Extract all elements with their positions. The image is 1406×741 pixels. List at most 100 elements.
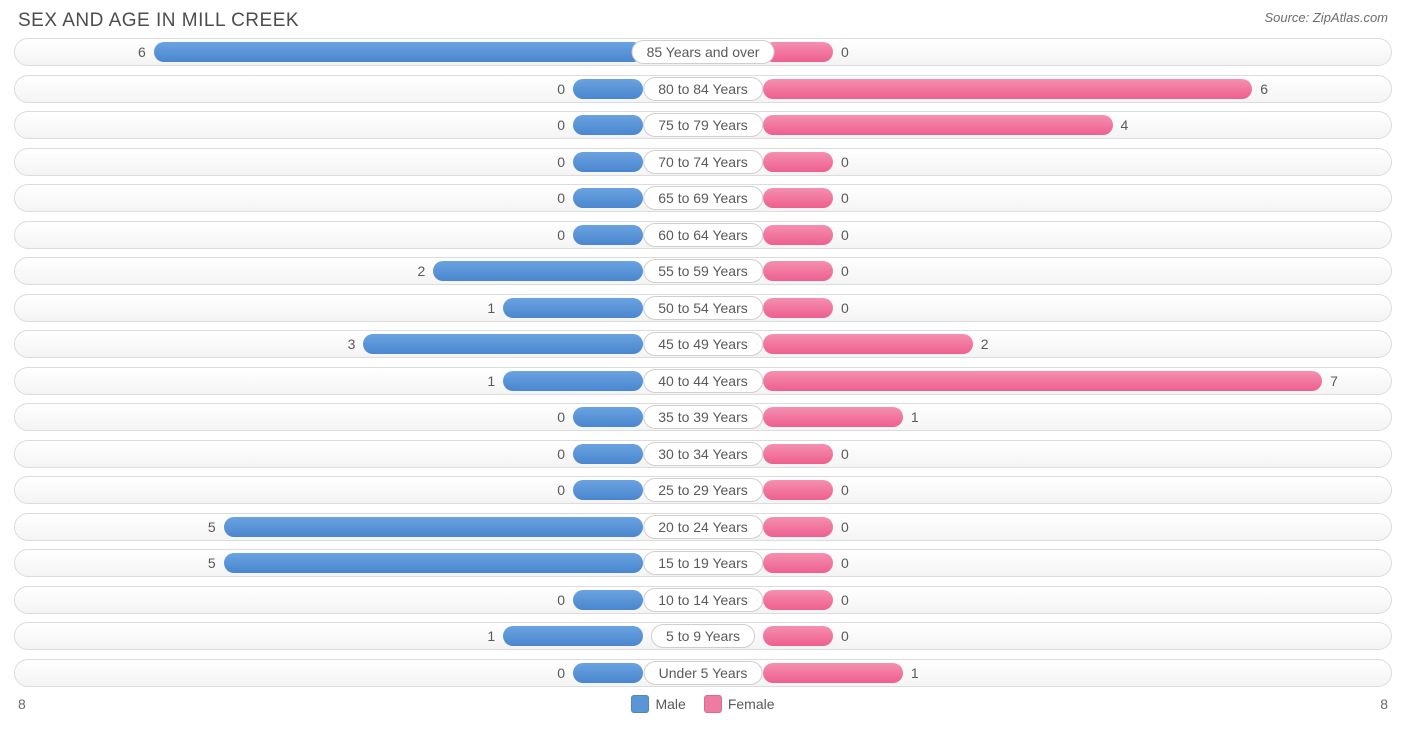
female-bar xyxy=(763,444,833,464)
female-value: 0 xyxy=(841,44,849,60)
axis-max-left: 8 xyxy=(18,696,26,712)
age-bucket-label: 50 to 54 Years xyxy=(643,296,763,320)
male-value: 5 xyxy=(208,519,216,535)
pyramid-row: 5 0 15 to 19 Years xyxy=(14,549,1392,577)
male-bar xyxy=(573,480,643,500)
male-bar xyxy=(573,188,643,208)
age-bucket-label: 35 to 39 Years xyxy=(643,405,763,429)
pyramid-row: 0025 to 29 Years xyxy=(14,476,1392,504)
pyramid-row: 0680 to 84 Years xyxy=(14,75,1392,103)
male-bar xyxy=(573,407,643,427)
pyramid-row: 0010 to 14 Years xyxy=(14,586,1392,614)
male-value: 1 xyxy=(487,300,495,316)
male-bar xyxy=(224,553,643,573)
female-bar xyxy=(763,590,833,610)
pyramid-row: 01Under 5 Years xyxy=(14,659,1392,687)
female-bar xyxy=(763,298,833,318)
male-bar xyxy=(503,626,643,646)
female-bar xyxy=(763,517,833,537)
male-value: 0 xyxy=(557,482,565,498)
male-value: 0 xyxy=(557,81,565,97)
female-value: 4 xyxy=(1121,117,1129,133)
chart-header: SEX AND AGE IN MILL CREEK Source: ZipAtl… xyxy=(14,10,1392,32)
female-value: 0 xyxy=(841,592,849,608)
female-value: 1 xyxy=(911,409,919,425)
chart-footer: 8 Male Female 8 xyxy=(14,695,1392,713)
chart-source: Source: ZipAtlas.com xyxy=(1264,10,1392,25)
female-value: 0 xyxy=(841,227,849,243)
male-value: 5 xyxy=(208,555,216,571)
male-bar xyxy=(503,371,643,391)
male-bar xyxy=(363,334,643,354)
male-bar xyxy=(573,152,643,172)
age-bucket-label: 55 to 59 Years xyxy=(643,259,763,283)
female-bar xyxy=(763,553,833,573)
female-bar xyxy=(763,188,833,208)
age-bucket-label: 65 to 69 Years xyxy=(643,186,763,210)
male-value: 0 xyxy=(557,227,565,243)
age-bucket-label: 40 to 44 Years xyxy=(643,369,763,393)
male-value: 3 xyxy=(348,336,356,352)
pyramid-row: 0135 to 39 Years xyxy=(14,403,1392,431)
female-value: 1 xyxy=(911,665,919,681)
female-bar xyxy=(763,225,833,245)
male-bar xyxy=(224,517,643,537)
female-bar xyxy=(763,371,1322,391)
male-value: 6 xyxy=(138,44,146,60)
male-value: 0 xyxy=(557,446,565,462)
age-bucket-label: 60 to 64 Years xyxy=(643,223,763,247)
male-value: 0 xyxy=(557,665,565,681)
male-bar xyxy=(573,225,643,245)
pyramid-row: 0 0 30 to 34 Years xyxy=(14,440,1392,468)
pyramid-row: 0 4 75 to 79 Years xyxy=(14,111,1392,139)
age-bucket-label: 25 to 29 Years xyxy=(643,478,763,502)
male-bar xyxy=(573,590,643,610)
legend-label-male: Male xyxy=(655,696,685,712)
pyramid-row: 1 0 50 to 54 Years xyxy=(14,294,1392,322)
male-value: 0 xyxy=(557,190,565,206)
male-bar xyxy=(433,261,643,281)
age-bucket-label: 75 to 79 Years xyxy=(643,113,763,137)
pyramid-row: 0070 to 74 Years xyxy=(14,148,1392,176)
female-value: 7 xyxy=(1330,373,1338,389)
female-value: 0 xyxy=(841,446,849,462)
pyramid-row: 0065 to 69 Years xyxy=(14,184,1392,212)
age-bucket-label: 30 to 34 Years xyxy=(643,442,763,466)
age-bucket-label: 15 to 19 Years xyxy=(643,551,763,575)
female-value: 2 xyxy=(981,336,989,352)
male-bar xyxy=(503,298,643,318)
male-bar xyxy=(573,115,643,135)
female-value: 0 xyxy=(841,263,849,279)
pyramid-row: 6085 Years and over xyxy=(14,38,1392,66)
female-value: 0 xyxy=(841,300,849,316)
male-value: 1 xyxy=(487,628,495,644)
male-value: 2 xyxy=(417,263,425,279)
female-value: 6 xyxy=(1260,81,1268,97)
axis-max-right: 8 xyxy=(1380,696,1388,712)
female-value: 0 xyxy=(841,555,849,571)
female-bar xyxy=(763,115,1113,135)
male-bar xyxy=(573,444,643,464)
male-value: 1 xyxy=(487,373,495,389)
female-bar xyxy=(763,334,973,354)
female-value: 0 xyxy=(841,519,849,535)
legend: Male Female xyxy=(631,695,774,713)
age-bucket-label: 5 to 9 Years xyxy=(651,624,755,648)
age-bucket-label: 70 to 74 Years xyxy=(643,150,763,174)
male-value: 0 xyxy=(557,592,565,608)
age-bucket-label: 20 to 24 Years xyxy=(643,515,763,539)
chart-title: SEX AND AGE IN MILL CREEK xyxy=(14,10,299,32)
pyramid-row: 3 2 45 to 49 Years xyxy=(14,330,1392,358)
male-value: 0 xyxy=(557,154,565,170)
chart-container: SEX AND AGE IN MILL CREEK Source: ZipAtl… xyxy=(0,0,1406,741)
female-bar xyxy=(763,152,833,172)
female-bar xyxy=(763,407,903,427)
male-bar xyxy=(154,42,643,62)
female-bar xyxy=(763,663,903,683)
female-bar xyxy=(763,480,833,500)
pyramid-row: 0 0 60 to 64 Years xyxy=(14,221,1392,249)
chart-rows: 6085 Years and over0680 to 84 Years0475 … xyxy=(14,38,1392,687)
age-bucket-label: 45 to 49 Years xyxy=(643,332,763,356)
male-value: 0 xyxy=(557,117,565,133)
pyramid-row: 105 to 9 Years xyxy=(14,622,1392,650)
